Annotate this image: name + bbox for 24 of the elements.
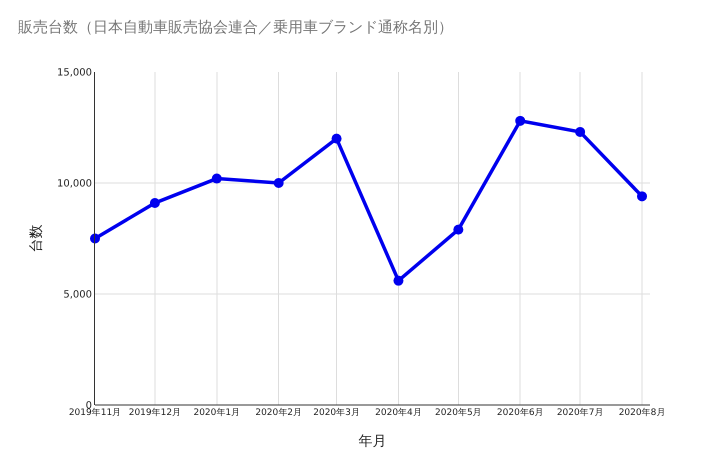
point: [332, 134, 342, 144]
x-tick-label: 2020年2月: [255, 407, 302, 418]
x-axis-title: 年月: [358, 433, 386, 450]
x-tick-label: 2020年8月: [618, 407, 666, 418]
x-tick-label: 2019年12月: [128, 407, 182, 418]
x-tick-label: 2020年6月: [496, 407, 544, 418]
y-axis-title: 台数: [28, 224, 45, 252]
x-tick-label: 2020年7月: [556, 407, 604, 418]
chart-title: 販売台数（日本自動車販売協会連合／乗用車ブランド通称名別）: [18, 18, 453, 36]
point: [150, 198, 160, 208]
x-tick-label: 2020年5月: [435, 407, 482, 418]
y-tick-label: 5,000: [63, 290, 92, 300]
point: [575, 126, 586, 137]
point: [212, 174, 222, 184]
point: [393, 276, 404, 286]
y-tick-label: 10,000: [57, 178, 92, 190]
y-tick-label: 15,000: [57, 68, 92, 78]
x-tick-label: 2020年4月: [375, 407, 422, 418]
point: [453, 224, 464, 235]
point: [274, 178, 284, 188]
point: [515, 116, 526, 126]
point: [637, 191, 648, 202]
x-tick-label: 2020年1月: [193, 407, 240, 418]
x-tick-label: 2020年3月: [313, 407, 360, 418]
